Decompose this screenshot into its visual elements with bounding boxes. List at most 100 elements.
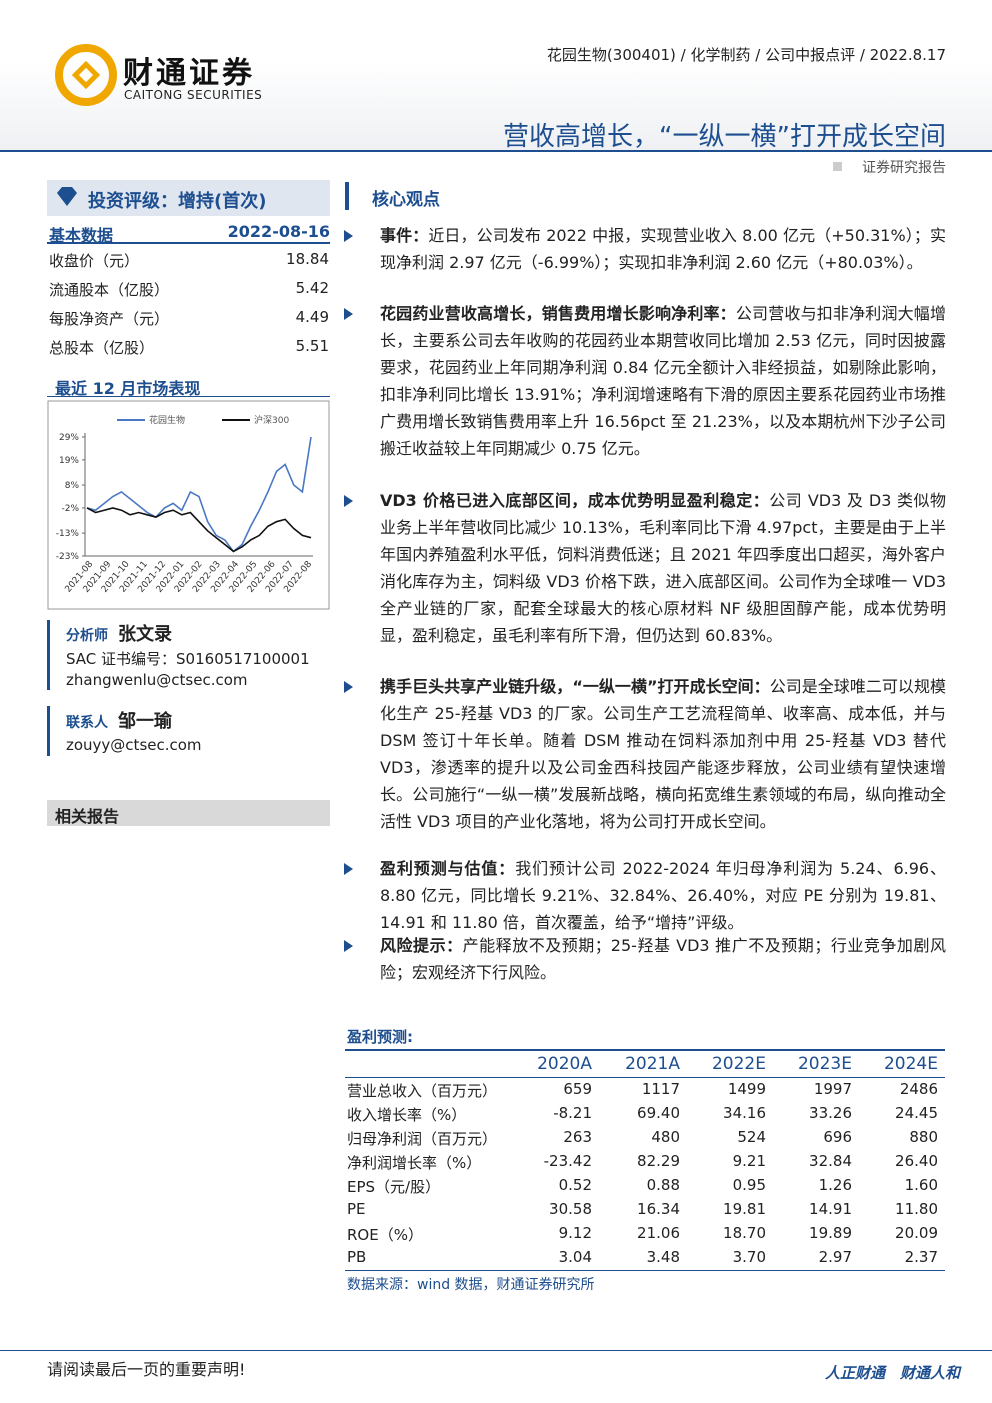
report-icon [833,162,842,171]
section-bar [345,182,349,210]
cell: 26.40 [895,1152,938,1170]
cell: 33.26 [809,1104,852,1122]
table-header: 2021A [625,1054,680,1074]
footer-slogan: 人正财通 财通人和 [824,1364,960,1382]
cell: 82.29 [637,1152,680,1170]
footer-notice: 请阅读最后一页的重要声明! [47,1360,246,1379]
bullet-text: 公司 VD3 及 D3 类似物业务上半年营收同比减少 10.13%，毛利率同比下… [380,491,946,645]
row-label: EPS（元/股） [347,1178,441,1196]
bullet-arrow [344,863,353,875]
cell: -23.42 [543,1152,592,1170]
bullet-lead: VD3 价格已进入底部区间，成本优势明显盈利稳定： [380,491,770,510]
logo-en: CAITONG SECURITIES [124,88,263,102]
bullet-lead: 事件： [380,226,429,245]
row-label: 归母净利润（百万元） [347,1130,498,1148]
cell: 24.45 [895,1104,938,1122]
cell: 1117 [641,1080,680,1098]
basic-label: 收盘价（元） [49,252,140,270]
cell: 16.34 [637,1200,680,1218]
cell: 14.91 [809,1200,852,1218]
cell: 9.12 [558,1224,592,1242]
logo-cn: 财通证券 [123,56,255,91]
bullet: 花园药业营收高增长，销售费用增长影响净利率：公司营收与扣非净利润大幅增长，主要系… [380,300,946,462]
market-title: 最近 12 月市场表现 [55,379,201,398]
headline: 营收高增长，“一纵一横”打开成长空间 [503,122,946,152]
basic-label: 总股本（亿股） [49,339,155,357]
y-tick-label: 19% [59,456,79,466]
legend-label: 沪深300 [254,414,289,426]
cell: 480 [651,1128,680,1146]
table-header: 2024E [883,1054,938,1074]
cell: 263 [563,1128,592,1146]
table-top-rule [345,1049,945,1051]
bullet: 事件：近日，公司发布 2022 中报，实现营业收入 8.00 亿元（+50.31… [380,222,946,276]
contact-email: zouyy@ctsec.com [66,736,202,754]
table-source: 数据来源：wind 数据，财通证券研究所 [347,1277,595,1293]
bullet-lead: 花园药业营收高增长，销售费用增长影响净利率： [380,304,736,323]
cell: 1.60 [904,1176,938,1194]
y-tick-label: 29% [59,433,79,443]
cell: 2.97 [818,1248,852,1266]
logo-mark [55,44,117,106]
basic-date: 2022-08-16 [227,222,330,241]
chart-frame [47,400,330,610]
table-header: 2023E [797,1054,852,1074]
bullet: 盈利预测与估值：我们预计公司 2022-2024 年归母净利润为 5.24、6.… [380,855,946,936]
basic-value: 5.42 [295,279,329,297]
market-rule [47,396,330,397]
bullet-lead: 携手巨头共享产业链升级，“一纵一横”打开成长空间： [380,677,770,696]
cell: 2.37 [904,1248,938,1266]
basic-rule [47,242,330,244]
cell: 1499 [727,1080,766,1098]
header-rule [0,150,992,152]
row-label: PB [347,1248,367,1266]
cell: 524 [737,1128,766,1146]
bullet-lead: 盈利预测与估值： [380,859,516,878]
row-label: 营业总收入（百万元） [347,1082,498,1100]
bullet-arrow [344,495,353,507]
report-type: 证券研究报告 [862,160,946,176]
basic-label: 每股净资产（元） [49,310,170,328]
bullet-lead: 风险提示： [380,936,463,955]
basic-title: 基本数据 [49,226,114,245]
cell: 0.52 [558,1176,592,1194]
cell: 21.06 [637,1224,680,1242]
table-header: 2020A [537,1054,592,1074]
y-tick-label: -23% [56,552,80,562]
cell: 880 [909,1128,938,1146]
cell: 34.16 [723,1104,766,1122]
table-header: 2022E [711,1054,766,1074]
bullet-text: 公司营收与扣非净利润大幅增长，主要系公司去年收购的花园药业本期营收同比增加 2.… [380,304,946,458]
basic-value: 18.84 [286,250,329,268]
bullet-arrow [344,681,353,693]
cell: 696 [823,1128,852,1146]
rating-box [47,180,330,216]
basic-value: 4.49 [295,308,329,326]
bullet-arrow [344,308,353,320]
analyst-name: 张文录 [118,624,172,645]
y-tick-label: -2% [61,504,79,514]
row-label: PE [347,1200,366,1218]
row-label: 净利润增长率（%） [347,1154,482,1172]
related-box [47,800,330,826]
analyst-label: 分析师 [66,628,108,644]
market-chart: 29%19%8%-2%-13%-23%2021-082021-092021-10… [47,400,330,610]
bullet: 携手巨头共享产业链升级，“一纵一横”打开成长空间：公司是全球唯二可以规模化生产 … [380,673,946,835]
row-label: ROE（%） [347,1226,423,1244]
bullet-text: 我们预计公司 2022-2024 年归母净利润为 5.24、6.96、8.80 … [380,859,946,932]
cell: 19.81 [723,1200,766,1218]
cell: 32.84 [809,1152,852,1170]
bullet-text: 产能释放不及预期；25-羟基 VD3 推广不及预期；行业竞争加剧风险；宏观经济下… [380,936,946,982]
header-bg [0,60,992,152]
bullet-arrow [344,230,353,242]
basic-label: 流通股本（亿股） [49,281,170,299]
cell: 30.58 [549,1200,592,1218]
cell: 3.04 [558,1248,592,1266]
analyst-sac: SAC 证书编号：S0160517100001 [66,650,310,668]
cell: 18.70 [723,1224,766,1242]
cell: 3.70 [732,1248,766,1266]
row-label: 收入增长率（%） [347,1106,467,1124]
cell: 0.95 [732,1176,766,1194]
cell: 1997 [813,1080,852,1098]
